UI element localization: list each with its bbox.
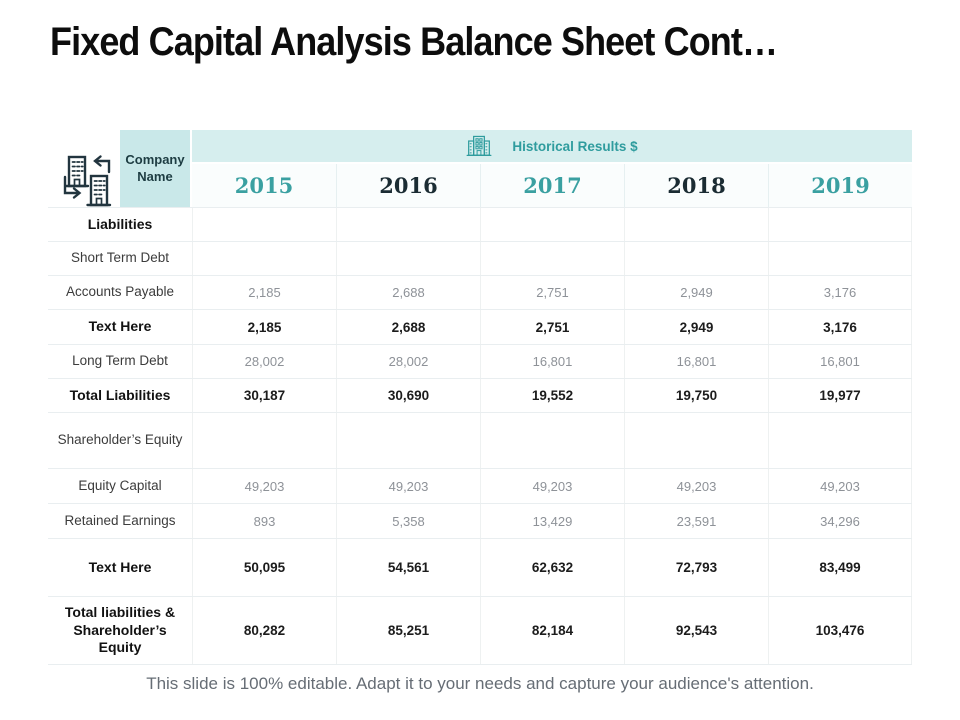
value-cell: 82,184 — [480, 597, 624, 664]
value-cell: 62,632 — [480, 539, 624, 596]
row-label: Equity Capital — [78, 477, 162, 493]
value-cell — [768, 242, 912, 275]
value-cell: 2,688 — [336, 276, 480, 309]
value-cell: 85,251 — [336, 597, 480, 664]
value-cell: 2,185 — [192, 310, 336, 344]
value-cell: 83,499 — [768, 539, 912, 596]
value-cell — [192, 242, 336, 275]
value-cell: 72,793 — [624, 539, 768, 596]
value-cell: 49,203 — [768, 469, 912, 503]
value-cell: 103,476 — [768, 597, 912, 664]
value-cell: 13,429 — [480, 504, 624, 538]
value-cell: 28,002 — [192, 345, 336, 378]
value-cell — [336, 413, 480, 468]
value-cell: 19,750 — [624, 379, 768, 412]
value-cell — [192, 208, 336, 241]
table-header: Company Name — [48, 130, 912, 207]
table-row: Text Here 2,185 2,688 2,751 2,949 3,176 — [48, 310, 912, 345]
table-row: Short Term Debt — [48, 242, 912, 276]
row-label: Total liabilities & Shareholder’s Equity — [64, 604, 176, 656]
value-cell: 3,176 — [768, 310, 912, 344]
row-label: Text Here — [88, 318, 152, 335]
value-cell: 92,543 — [624, 597, 768, 664]
table-row: Text Here 50,095 54,561 62,632 72,793 83… — [48, 539, 912, 597]
value-cell: 16,801 — [624, 345, 768, 378]
year-header-cell: 2016 — [336, 164, 480, 207]
row-label: Text Here — [88, 558, 152, 575]
value-cell: 49,203 — [192, 469, 336, 503]
value-cell: 23,591 — [624, 504, 768, 538]
value-cell — [336, 242, 480, 275]
year-header-row: 2015 2016 2017 2018 2019 — [192, 164, 912, 207]
office-building-icon — [466, 134, 492, 158]
value-cell — [192, 413, 336, 468]
value-cell: 2,688 — [336, 310, 480, 344]
value-cell: 2,751 — [480, 276, 624, 309]
page-title: Fixed Capital Analysis Balance Sheet Con… — [50, 20, 778, 64]
value-cell: 5,358 — [336, 504, 480, 538]
value-cell: 80,282 — [192, 597, 336, 664]
value-cell: 34,296 — [768, 504, 912, 538]
value-cell — [624, 413, 768, 468]
value-cell — [624, 208, 768, 241]
value-cell: 19,977 — [768, 379, 912, 412]
value-cell — [336, 208, 480, 241]
buildings-exchange-icon — [60, 153, 114, 211]
value-cell — [480, 413, 624, 468]
row-label: Retained Earnings — [64, 512, 176, 528]
year-header-cell: 2017 — [480, 164, 624, 207]
row-label: Shareholder’s Equity — [57, 432, 183, 448]
table-row: Liabilities — [48, 208, 912, 242]
value-cell: 49,203 — [336, 469, 480, 503]
table-body: Liabilities Short Term Debt Accounts Pay… — [48, 207, 912, 665]
value-cell — [768, 208, 912, 241]
table-row: Accounts Payable 2,185 2,688 2,751 2,949… — [48, 276, 912, 310]
value-cell: 50,095 — [192, 539, 336, 596]
value-cell — [480, 208, 624, 241]
table-row: Total liabilities & Shareholder’s Equity… — [48, 597, 912, 665]
value-cell: 30,187 — [192, 379, 336, 412]
value-cell: 3,176 — [768, 276, 912, 309]
row-label: Accounts Payable — [65, 284, 175, 300]
value-cell: 16,801 — [768, 345, 912, 378]
value-cell: 49,203 — [480, 469, 624, 503]
table-row: Total Liabilities 30,187 30,690 19,552 1… — [48, 379, 912, 413]
company-name-header-cell: Company Name — [120, 130, 190, 207]
table-row: Retained Earnings 893 5,358 13,429 23,59… — [48, 504, 912, 539]
row-label: Total Liabilities — [69, 386, 171, 403]
company-name-label: Company Name — [125, 151, 185, 184]
value-cell: 2,949 — [624, 276, 768, 309]
balance-sheet-table: Company Name — [48, 130, 912, 665]
footer-note: This slide is 100% editable. Adapt it to… — [146, 674, 814, 693]
row-label: Long Term Debt — [72, 353, 168, 369]
table-row: Equity Capital 49,203 49,203 49,203 49,2… — [48, 469, 912, 504]
value-cell: 2,185 — [192, 276, 336, 309]
value-cell: 54,561 — [336, 539, 480, 596]
table-row: Long Term Debt 28,002 28,002 16,801 16,8… — [48, 345, 912, 379]
historical-results-band: Historical Results $ — [192, 130, 912, 162]
value-cell: 19,552 — [480, 379, 624, 412]
value-cell: 28,002 — [336, 345, 480, 378]
row-label: Short Term Debt — [70, 250, 170, 266]
value-cell: 2,949 — [624, 310, 768, 344]
value-cell — [624, 242, 768, 275]
value-cell: 2,751 — [480, 310, 624, 344]
value-cell: 16,801 — [480, 345, 624, 378]
value-cell: 30,690 — [336, 379, 480, 412]
row-label: Liabilities — [87, 215, 153, 232]
table-row: Shareholder’s Equity — [48, 413, 912, 469]
historical-results-label: Historical Results $ — [512, 138, 638, 154]
value-cell — [480, 242, 624, 275]
value-cell: 49,203 — [624, 469, 768, 503]
year-header-cell: 2019 — [768, 164, 912, 207]
year-header-cell: 2018 — [624, 164, 768, 207]
value-cell — [768, 413, 912, 468]
year-header-cell: 2015 — [234, 173, 294, 198]
value-cell: 893 — [192, 504, 336, 538]
